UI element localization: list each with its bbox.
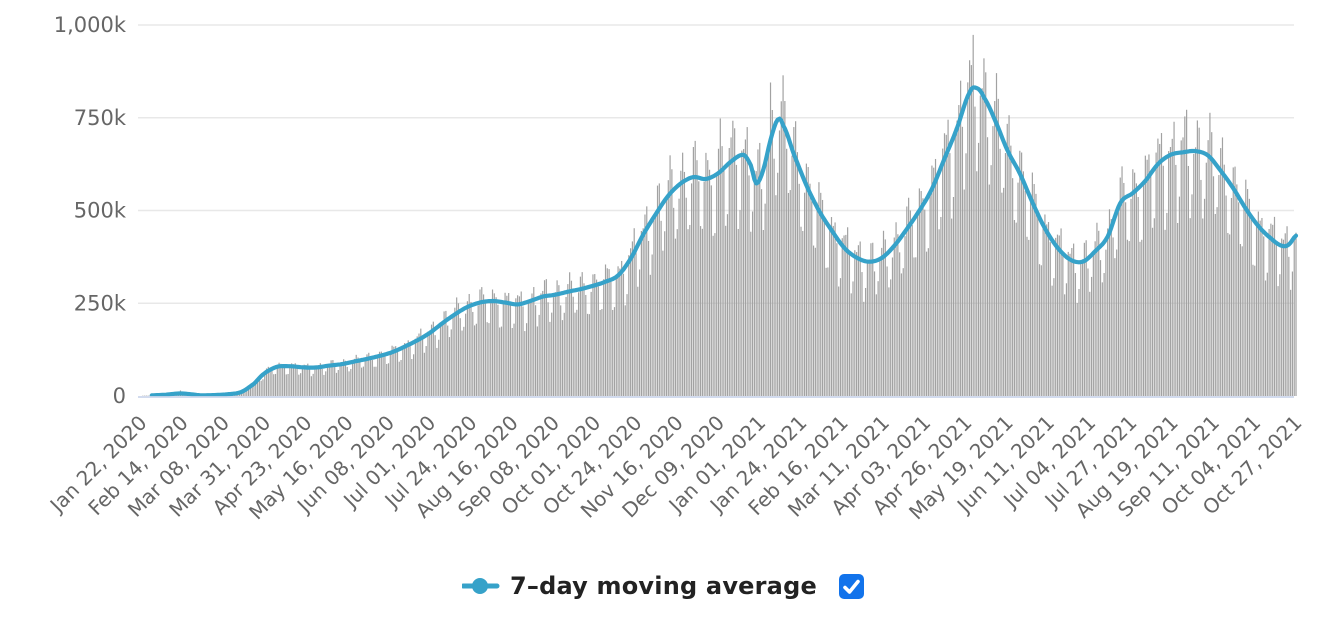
legend-line-marker-icon — [462, 576, 500, 596]
svg-text:500k: 500k — [74, 199, 127, 223]
legend-checkbox[interactable] — [839, 574, 864, 599]
checkmark-icon — [839, 574, 864, 599]
legend-label: 7–day moving average — [510, 572, 817, 600]
svg-text:250k: 250k — [74, 291, 127, 315]
svg-text:1,000k: 1,000k — [54, 13, 127, 37]
y-axis-tick-labels: 0 250k 500k 750k 1,000k — [54, 13, 127, 408]
svg-text:0: 0 — [113, 384, 126, 408]
svg-text:750k: 750k — [74, 106, 127, 130]
legend: 7–day moving average — [462, 572, 864, 600]
daily-bars-series — [142, 35, 1296, 396]
